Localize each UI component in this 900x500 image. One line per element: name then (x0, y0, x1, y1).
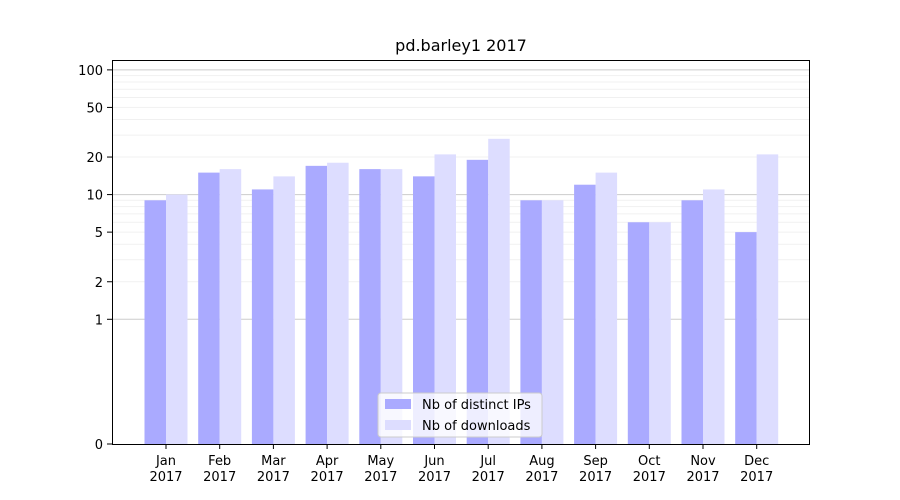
bar-downloads (219, 169, 242, 444)
legend-swatch-downloads (385, 420, 411, 430)
bar-downloads (380, 169, 403, 444)
x-tick-label: Feb 2017 (203, 454, 236, 485)
x-tick-label: Jun 2017 (418, 454, 451, 485)
x-tick-label: Mar 2017 (257, 454, 290, 485)
bar-distinct-ips (198, 172, 220, 444)
bar-distinct-ips (251, 189, 274, 444)
bar-downloads (756, 154, 779, 444)
y-tick-label: 50 (86, 101, 103, 116)
x-tick-label: Jan 2017 (149, 454, 182, 485)
bar-downloads (166, 194, 188, 444)
bar-distinct-ips (144, 200, 166, 444)
legend: Nb of distinct IPs Nb of downloads (377, 392, 543, 438)
x-tick-label: Aug 2017 (525, 454, 558, 485)
bar-distinct-ips (413, 176, 435, 444)
legend-label-distinct-ips: Nb of distinct IPs (422, 398, 531, 413)
legend-label-downloads: Nb of downloads (422, 419, 531, 434)
y-tick-label: 10 (86, 189, 103, 204)
x-tick-label: Apr 2017 (311, 454, 344, 485)
y-tick-label: 20 (86, 151, 103, 166)
y-tick-label: 100 (78, 64, 103, 79)
bar-downloads (273, 176, 295, 444)
bar-distinct-ips (520, 200, 542, 444)
bar-distinct-ips (359, 169, 381, 444)
bar-distinct-ips (305, 165, 328, 444)
x-tick-label: May 2017 (364, 454, 397, 485)
y-tick-label: 5 (95, 226, 103, 241)
x-tick-label: Oct 2017 (633, 454, 666, 485)
legend-swatch-distinct-ips (385, 399, 411, 409)
chart-title: pd.barley1 2017 (395, 36, 527, 55)
bar-downloads (541, 200, 564, 444)
x-tick-label: Dec 2017 (740, 454, 773, 485)
y-axis: 0 1 2 5 10 20 50 100 (78, 64, 112, 453)
y-tick-label: 1 (95, 313, 103, 328)
bar-distinct-ips (627, 222, 650, 444)
bar-downloads (327, 162, 349, 444)
y-tick-label: 2 (95, 276, 103, 291)
x-tick-label: Nov 2017 (686, 454, 719, 485)
bar-downloads (649, 222, 671, 444)
x-tick-label: Sep 2017 (579, 454, 612, 485)
plot-frame (112, 60, 810, 445)
bars-layer (144, 138, 779, 444)
bar-downloads (488, 138, 510, 444)
bar-downloads (595, 172, 618, 444)
y-tick-label: 0 (95, 438, 103, 453)
legend-box (377, 392, 543, 438)
bar-distinct-ips (681, 200, 703, 444)
bar-downloads (434, 154, 456, 444)
bar-distinct-ips (466, 159, 489, 444)
bar-distinct-ips (574, 184, 596, 444)
x-axis: Jan 2017 Feb 2017 Mar 2017 Apr 2017 May 2017 Jun 20… (149, 444, 773, 485)
x-tick-label: Jul 2017 (472, 454, 505, 485)
bar-downloads (703, 189, 725, 444)
bar-distinct-ips (735, 232, 757, 444)
